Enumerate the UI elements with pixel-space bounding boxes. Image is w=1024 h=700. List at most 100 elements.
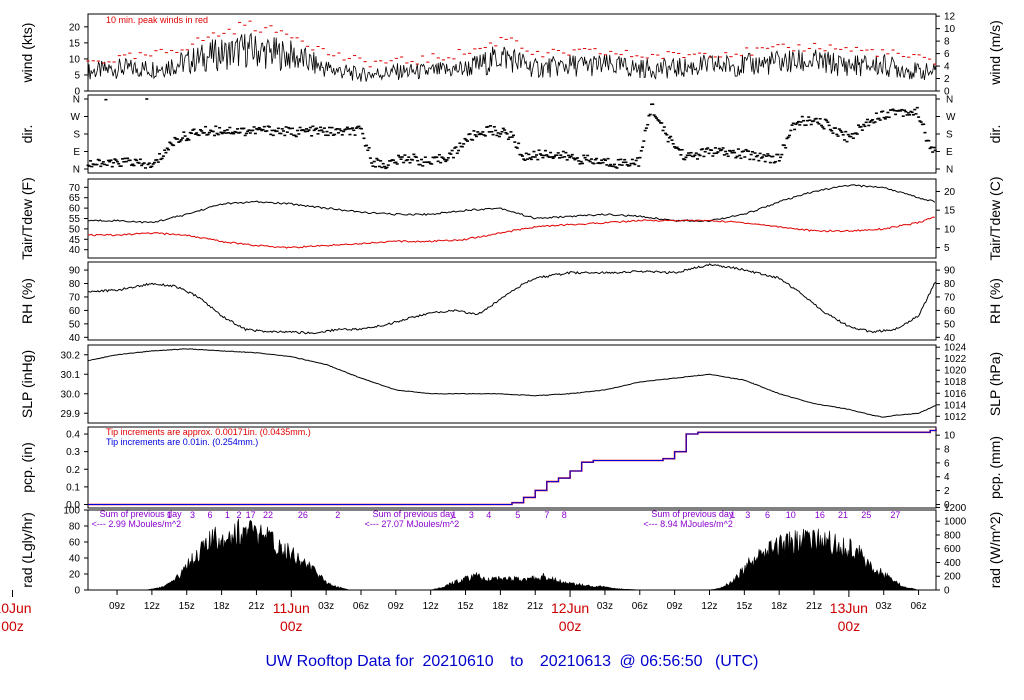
ytick-label-right-slp: 1014 [944,400,967,411]
ytick-label-right-wind: 6 [944,49,950,60]
ytick-label-wind: 10 [69,54,81,65]
ytick-label-right-slp: 1018 [944,377,967,388]
panel-frame-rh [87,261,937,341]
day-label: 11Jun [273,600,310,616]
series-slp [87,348,936,418]
rad-hour-mark: 3 [745,510,750,520]
ytick-label-right-dir: S [946,130,953,141]
day-time-label: 00z [1,618,24,634]
ytick-label-right-slp: 1012 [944,412,967,423]
panel-dir: dir. dir.N NE ES SW WN N [19,94,1003,176]
ylabel-dir: dir. [19,125,35,144]
ytick-label-right-wind: 0 [944,87,950,98]
ytick-label-right-wind: 8 [944,37,950,48]
ylabel-slp: SLP (inHg) [19,350,35,418]
rad-hour-mark: 1 [451,510,456,520]
ylabel-right-temp: Tair/Tdew (C) [987,176,1003,260]
ytick-label-right-temp: 10 [944,224,956,235]
ytick-label-right-wind: 10 [944,24,956,35]
ylabel-rad: rad (Lgly/hr) [19,512,35,587]
ytick-label-right-dir: W [946,112,956,123]
footer-end-date: 20210613 [540,653,611,670]
rad-sum-value: <--- 27.07 MJoules/m^2 [365,519,460,529]
panel-frame-temp [87,178,937,259]
ylabel-right-slp: SLP (hPa) [987,352,1003,416]
xtick-label: 15z [179,601,195,612]
ytick-label-right-dir: N [946,165,953,176]
ytick-label-right-slp: 1024 [944,343,967,354]
footer-title: UW Rooftop Data for 20210610 to 20210613… [266,653,759,670]
ytick-label-temp: 60 [69,204,81,215]
footer-start-date: 20210610 [422,653,493,670]
ylabel-wind: wind (kts) [19,23,35,84]
rad-sum-label: Sum of previous day [651,509,734,519]
rad-hour-mark: 2 [335,510,340,520]
ylabel-right-pcp: pcp. (mm) [987,436,1003,499]
ytick-label-pcp: 0.2 [66,465,80,476]
ytick-label-temp: 50 [69,224,81,235]
ytick-label-slp: 30.2 [61,350,81,361]
rad-sum-value: <--- 2.99 MJoules/m^2 [92,519,182,529]
footer-to: to [510,653,523,670]
ytick-label-rh: 50 [69,319,81,330]
ytick-label-rad: 60 [69,538,81,549]
ytick-label-right-pcp: 10 [944,431,956,442]
ytick-label-wind: 20 [69,22,81,33]
ytick-label-rad: 40 [69,554,81,565]
rad-hour-mark: 4 [486,510,491,520]
ytick-label-right-rad: 600 [944,544,961,555]
day-label: 10Jun [0,600,32,616]
ytick-label-rh: 60 [69,306,81,317]
ytick-label-right-pcp: 6 [944,458,950,469]
xtick-label: 03z [318,601,334,612]
xtick-label: 15z [457,601,473,612]
panel-frame-slp [87,344,937,424]
xtick-label: 18z [492,601,508,612]
ytick-label-temp: 65 [69,193,81,204]
rad-hour-mark: 27 [890,510,900,520]
rad-hour-mark: 17 [246,510,256,520]
ytick-label-dir: N [73,95,80,106]
ytick-label-pcp: 0.3 [66,447,80,458]
ytick-label-right-wind: 2 [944,74,950,85]
ytick-label-slp: 29.9 [61,409,81,420]
panel-frame-pcp [87,426,937,509]
ylabel-right-rad: rad (W/m^2) [987,512,1003,589]
pcp-annotation-blue: Tip increments are 0.01in. (0.254mm.) [106,437,258,447]
day-label: 13Jun [830,600,868,616]
ytick-label-rh: 90 [69,266,81,277]
rad-hour-mark: 25 [861,510,871,520]
day-time-label: 00z [838,618,861,634]
ytick-label-dir: S [73,130,80,141]
series-temp-air [88,184,936,224]
footer-prefix: UW Rooftop Data for [266,653,415,670]
ytick-label-right-pcp: 8 [944,445,950,456]
ytick-label-right-rad: 400 [944,558,961,569]
ytick-label-wind: 5 [74,70,80,81]
ytick-label-right-temp: 15 [944,206,956,217]
panel-wind: wind (kts) wind (m/s)0510152002468101210 … [19,12,1003,98]
rad-hour-mark: 26 [298,510,308,520]
rad-hour-mark: 1 [225,510,230,520]
ytick-label-right-rh: 60 [944,306,956,317]
xtick-label: 03z [876,601,892,612]
rad-sum-label: Sum of previous day [373,509,456,519]
ytick-label-right-slp: 1022 [944,354,967,365]
footer-timezone: (UTC) [715,653,759,670]
ytick-label-right-rad: 200 [944,572,961,583]
ytick-label-right-rh: 90 [944,266,956,277]
xtick-label: 09z [388,601,404,612]
ytick-label-pcp: 0.4 [66,430,80,441]
ytick-label-temp: 45 [69,235,81,246]
xtick-label: 18z [771,601,787,612]
xtick-label: 12z [423,601,439,612]
day-time-label: 00z [559,618,582,634]
rad-sum-value: <--- 8.94 MJoules/m^2 [643,519,733,529]
rad-hour-mark: 6 [765,510,770,520]
time-axis: 09z 12z 15z 18z 21z 03z 06z 09z 12z 15z 18z 21z 03z 0… [0,590,927,634]
panel-frame-wind [87,13,937,92]
ytick-label-dir: N [73,165,80,176]
ytick-label-right-pcp: 2 [944,486,950,497]
ytick-label-rh: 40 [69,333,81,344]
xtick-label: 12z [144,601,160,612]
